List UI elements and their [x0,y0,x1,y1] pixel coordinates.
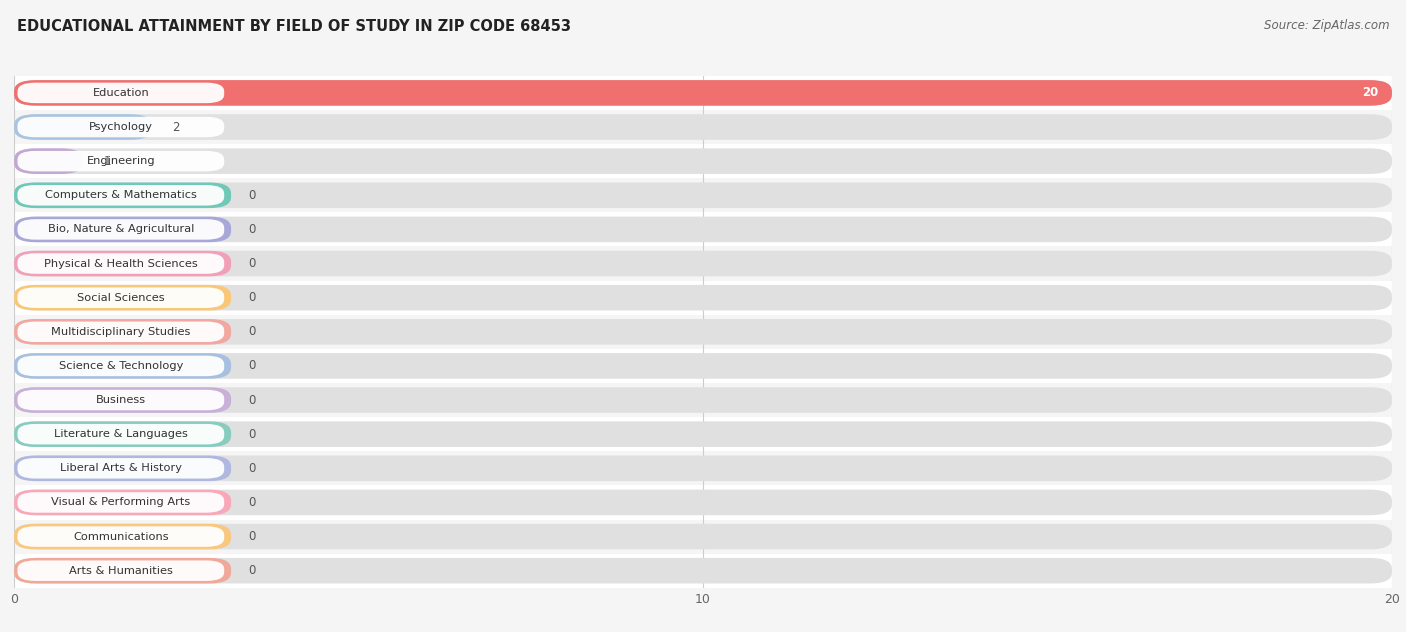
Text: Business: Business [96,395,146,405]
Text: 20: 20 [1362,87,1378,99]
Bar [14,178,1392,212]
FancyBboxPatch shape [14,80,1392,106]
Text: 0: 0 [249,223,256,236]
Bar [14,110,1392,144]
Text: Education: Education [93,88,149,98]
FancyBboxPatch shape [14,319,231,344]
Text: 1: 1 [104,155,111,167]
Text: Communications: Communications [73,532,169,542]
Text: 2: 2 [173,121,180,133]
FancyBboxPatch shape [17,526,224,547]
Text: 0: 0 [249,325,256,338]
Text: 0: 0 [249,360,256,372]
FancyBboxPatch shape [14,387,1392,413]
Bar [14,281,1392,315]
Bar [14,349,1392,383]
Text: Computers & Mathematics: Computers & Mathematics [45,190,197,200]
Text: 0: 0 [249,291,256,304]
FancyBboxPatch shape [17,492,224,513]
FancyBboxPatch shape [14,149,83,174]
Text: Psychology: Psychology [89,122,153,132]
FancyBboxPatch shape [14,524,1392,549]
Text: Arts & Humanities: Arts & Humanities [69,566,173,576]
Bar [14,212,1392,246]
Bar [14,554,1392,588]
Bar [14,144,1392,178]
Text: Source: ZipAtlas.com: Source: ZipAtlas.com [1264,19,1389,32]
Bar [14,417,1392,451]
FancyBboxPatch shape [17,356,224,376]
FancyBboxPatch shape [14,149,1392,174]
FancyBboxPatch shape [14,285,1392,310]
FancyBboxPatch shape [14,422,1392,447]
FancyBboxPatch shape [17,185,224,205]
FancyBboxPatch shape [17,117,224,137]
FancyBboxPatch shape [14,114,1392,140]
Text: 0: 0 [249,257,256,270]
FancyBboxPatch shape [14,251,231,276]
FancyBboxPatch shape [14,251,1392,276]
FancyBboxPatch shape [17,322,224,342]
FancyBboxPatch shape [14,319,1392,344]
FancyBboxPatch shape [17,253,224,274]
FancyBboxPatch shape [14,490,1392,515]
FancyBboxPatch shape [14,217,1392,242]
Text: Science & Technology: Science & Technology [59,361,183,371]
FancyBboxPatch shape [14,183,1392,208]
FancyBboxPatch shape [17,458,224,478]
FancyBboxPatch shape [14,387,231,413]
Text: Bio, Nature & Agricultural: Bio, Nature & Agricultural [48,224,194,234]
FancyBboxPatch shape [14,217,231,242]
Text: EDUCATIONAL ATTAINMENT BY FIELD OF STUDY IN ZIP CODE 68453: EDUCATIONAL ATTAINMENT BY FIELD OF STUDY… [17,19,571,34]
Text: Multidisciplinary Studies: Multidisciplinary Studies [51,327,191,337]
Text: Liberal Arts & History: Liberal Arts & History [60,463,181,473]
Bar [14,451,1392,485]
Text: 0: 0 [249,189,256,202]
FancyBboxPatch shape [14,558,1392,583]
FancyBboxPatch shape [14,558,231,583]
FancyBboxPatch shape [17,561,224,581]
Text: 0: 0 [249,564,256,577]
FancyBboxPatch shape [17,390,224,410]
FancyBboxPatch shape [14,490,231,515]
FancyBboxPatch shape [17,424,224,444]
FancyBboxPatch shape [14,456,1392,481]
Bar [14,520,1392,554]
Text: Physical & Health Sciences: Physical & Health Sciences [44,258,198,269]
Text: Literature & Languages: Literature & Languages [53,429,188,439]
FancyBboxPatch shape [17,151,224,171]
FancyBboxPatch shape [17,288,224,308]
Bar [14,485,1392,520]
Bar [14,76,1392,110]
Text: 0: 0 [249,496,256,509]
FancyBboxPatch shape [17,83,224,103]
Text: 0: 0 [249,530,256,543]
FancyBboxPatch shape [14,353,231,379]
FancyBboxPatch shape [14,524,231,549]
Bar [14,383,1392,417]
Text: Visual & Performing Arts: Visual & Performing Arts [51,497,190,507]
FancyBboxPatch shape [14,456,231,481]
FancyBboxPatch shape [14,285,231,310]
Text: 0: 0 [249,394,256,406]
FancyBboxPatch shape [17,219,224,240]
Bar [14,315,1392,349]
FancyBboxPatch shape [14,353,1392,379]
Text: 0: 0 [249,428,256,441]
FancyBboxPatch shape [14,80,1392,106]
Bar [14,246,1392,281]
Text: Social Sciences: Social Sciences [77,293,165,303]
FancyBboxPatch shape [14,114,152,140]
FancyBboxPatch shape [14,422,231,447]
Text: 0: 0 [249,462,256,475]
Text: Engineering: Engineering [87,156,155,166]
FancyBboxPatch shape [14,183,231,208]
